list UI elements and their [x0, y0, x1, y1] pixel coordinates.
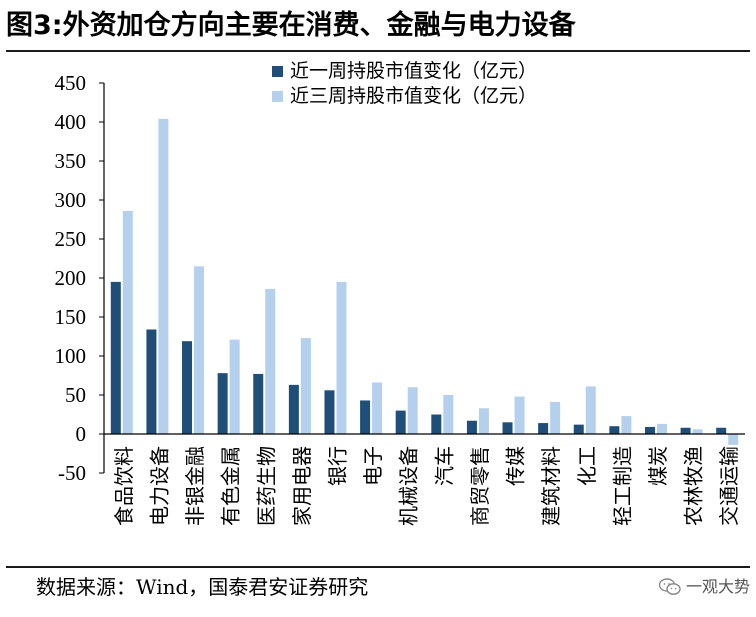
x-tick-label: 农林牧渔 [682, 446, 706, 526]
y-tick-label: -50 [58, 461, 86, 485]
bar-series1-13 [573, 424, 584, 434]
x-tick-label: 交通运输 [717, 446, 741, 526]
bar-series2-8 [407, 387, 418, 434]
y-tick-label: 0 [76, 422, 87, 446]
x-tick-label: 传媒 [504, 446, 528, 486]
y-tick-label: 50 [65, 383, 86, 407]
bar-series2-10 [478, 408, 489, 434]
legend-swatch-1 [272, 66, 283, 77]
bar-series1-0 [110, 281, 121, 434]
bar-series2-1 [158, 118, 169, 434]
x-tick-label: 机械设备 [397, 446, 421, 526]
bar-chart: -50 0 50 100 150 200 250 300 350 400 450 食品饮料 电力设备非… [55, 60, 745, 526]
chart-title: 图3:外资加仓方向主要在消费、金融与电力设备 [6, 2, 750, 52]
legend-swatch-2 [272, 91, 283, 102]
y-tick-label: 450 [55, 71, 87, 95]
y-tick-label: 150 [55, 305, 87, 329]
bar-series1-7 [360, 400, 371, 434]
watermark: 一观大势 [658, 574, 750, 600]
bar-series1-8 [395, 410, 406, 434]
x-tick-label: 医药生物 [254, 446, 278, 526]
bar-series1-3 [217, 373, 228, 434]
x-tick-label: 非银金融 [183, 446, 207, 526]
x-axis: 食品饮料 电力设备 非银金融 有色金属 医药生物 家用电器 银行 电子 机械设备 汽车 商贸零售 传媒… [104, 433, 745, 526]
wechat-icon [658, 578, 681, 595]
y-axis: -50 0 50 100 150 200 250 300 350 400 450 [55, 71, 105, 485]
bar-series2-17 [728, 434, 739, 445]
x-tick-label: 电子 [361, 446, 385, 486]
bar-series1-11 [502, 422, 513, 434]
x-tick-label: 煤炭 [646, 446, 670, 486]
legend-label-1: 近一周持股市值变化（亿元） [290, 60, 537, 82]
bar-series1-15 [644, 426, 655, 434]
bars [110, 118, 739, 445]
bar-series1-1 [146, 329, 157, 434]
bar-series2-3 [229, 339, 240, 434]
x-tick-label: 银行 [325, 446, 349, 486]
bar-series1-9 [431, 414, 442, 434]
bar-series2-2 [194, 266, 205, 434]
x-tick-label: 商贸零售 [468, 446, 492, 526]
bar-series2-15 [656, 423, 667, 434]
data-source-note: 数据来源：Wind，国泰君安证券研究 [36, 575, 369, 599]
bar-series2-12 [550, 402, 561, 434]
x-tick-label: 有色金属 [219, 446, 243, 526]
bar-series2-9 [443, 395, 454, 434]
x-tick-label: 食品饮料 [112, 446, 136, 526]
bar-series2-16 [692, 429, 703, 434]
x-tick-label: 电力设备 [147, 446, 171, 526]
y-tick-label: 350 [55, 149, 87, 173]
footer-divider [6, 566, 750, 568]
bar-series1-17 [716, 427, 727, 434]
bar-series1-16 [680, 427, 691, 434]
legend: 近一周持股市值变化（亿元） 近三周持股市值变化（亿元） [272, 60, 537, 107]
bar-series2-6 [336, 281, 347, 434]
x-tick-label: 汽车 [432, 446, 456, 486]
bar-series2-5 [300, 338, 311, 434]
y-tick-label: 300 [55, 188, 87, 212]
bar-series2-4 [265, 288, 276, 434]
x-tick-label: 化工 [575, 446, 599, 486]
bar-series2-14 [621, 416, 632, 434]
watermark-text: 一观大势 [685, 577, 750, 596]
bar-series1-14 [609, 426, 620, 434]
x-tick-label: 轻工制造 [610, 446, 634, 526]
y-tick-label: 250 [55, 227, 87, 251]
bar-series1-4 [253, 373, 264, 434]
bar-series2-11 [514, 396, 525, 434]
bar-series2-0 [122, 210, 133, 434]
x-tick-label: 家用电器 [290, 446, 314, 526]
bar-series1-6 [324, 390, 335, 434]
bar-series1-10 [466, 420, 477, 434]
legend-label-2: 近三周持股市值变化（亿元） [290, 85, 537, 107]
y-tick-label: 100 [55, 344, 87, 368]
bar-series1-5 [288, 384, 299, 434]
bar-series1-12 [538, 423, 549, 434]
y-tick-label: 200 [55, 266, 87, 290]
x-tick-label: 建筑材料 [539, 446, 563, 526]
bar-series1-2 [182, 341, 193, 434]
y-tick-label: 400 [55, 110, 87, 134]
bar-series2-13 [585, 386, 596, 434]
bar-series2-7 [372, 382, 383, 434]
